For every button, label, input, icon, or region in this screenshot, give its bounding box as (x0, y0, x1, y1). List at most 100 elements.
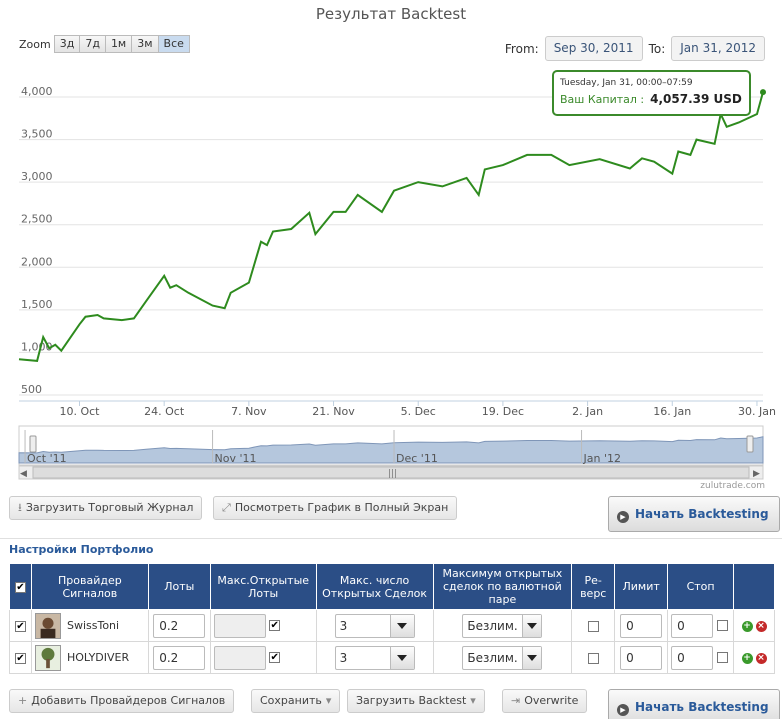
col-max-open-lots: Макс.Открытые Лоты (209, 563, 317, 610)
remove-icon[interactable]: × (755, 652, 767, 664)
navigator-label: Nov '11 (215, 452, 257, 465)
scroll-left-arrow-icon[interactable]: ◀ (20, 469, 27, 479)
avatar (34, 612, 61, 639)
table-row: ✔ SwissToni 0.2 ✔ 3 Безлим. 0 0 + × (9, 609, 775, 642)
portfolio-table: ✔ Провайдер Сигналов Лоты Макс.Открытые … (9, 563, 775, 674)
tooltip-date: Tuesday, Jan 31, 00:00–07:59 (560, 78, 693, 88)
y-tick-label: 3,500 (21, 128, 53, 141)
overwrite-label: Overwrite (524, 694, 579, 707)
col-max-open-trades: Макс. число Открытых Сделок (315, 563, 434, 610)
col-reverse: Ре-верс (571, 563, 616, 610)
navigator-label: Oct '11 (27, 452, 67, 465)
reverse-checkbox[interactable] (587, 652, 599, 664)
navigator-label: Jan '12 (583, 452, 621, 465)
select-all-checkbox[interactable]: ✔ (14, 581, 26, 593)
col-provider: Провайдер Сигналов (30, 563, 149, 610)
row-select-checkbox[interactable]: ✔ (14, 620, 26, 632)
limit-input[interactable]: 0 (620, 645, 663, 670)
start-backtest-label: Начать Backtesting (635, 507, 769, 521)
x-tick-label: 30. Jan (738, 405, 776, 418)
stop-checkbox[interactable] (716, 652, 728, 663)
navigator[interactable]: Oct '11 Nov '11 Dec '11 Jan '12 ◀ ▶ ||| (18, 425, 764, 480)
add-providers-button[interactable]: + Добавить Провайдеров Сигналов (9, 689, 235, 713)
max-per-pair-select[interactable]: Безлим. (462, 613, 543, 638)
x-tick-label: 10. Oct (59, 405, 100, 418)
play-icon: ▶ (617, 704, 629, 716)
to-date-input[interactable]: Jan 31, 2012 (671, 36, 765, 61)
max-trades-value: 3 (339, 650, 348, 665)
table-row: ✔ HOLYDIVER 0.2 ✔ 3 Безлим. 0 0 + × (9, 641, 775, 674)
y-tick-label: 3,000 (21, 170, 53, 183)
equity-series-line (18, 91, 764, 362)
save-button[interactable]: Сохранить ▾ (251, 689, 341, 713)
overwrite-icon: ⇥ (511, 694, 521, 707)
chart-canvas: 500 1,000 1,500 2,000 2,500 3,000 3,500 4,000 1… (18, 85, 776, 480)
tooltip-value: 4,057.39 USD (650, 92, 742, 106)
provider-name[interactable]: SwissToni (66, 619, 120, 632)
max-trades-select[interactable]: 3 (334, 645, 415, 670)
chevron-down-icon: ▾ (470, 694, 476, 707)
load-journal-button[interactable]: ⭳ Загрузить Торговый Журнал (9, 496, 203, 520)
max-open-lots-input[interactable] (213, 613, 266, 638)
col-max-per-pair: Максимум открытых сделок по валютной пар… (432, 563, 573, 610)
max-trades-value: 3 (339, 618, 348, 633)
start-backtest-button-top[interactable]: ▶ Начать Backtesting (608, 496, 780, 532)
scrollbar-thumb[interactable] (32, 466, 750, 479)
stop-input[interactable]: 0 (671, 645, 714, 670)
fullscreen-button[interactable]: ⤢ Посмотреть График в Полный Экран (213, 496, 458, 520)
navigator-right-handle[interactable] (746, 435, 754, 453)
reverse-checkbox[interactable] (587, 620, 599, 632)
x-tick-label: 24. Oct (144, 405, 185, 418)
col-lots: Лоты (147, 563, 211, 610)
load-backtest-button[interactable]: Загрузить Backtest ▾ (347, 689, 485, 713)
provider-name[interactable]: HOLYDIVER (66, 651, 130, 664)
max-open-lots-input[interactable] (213, 645, 266, 670)
chevron-down-icon (527, 654, 538, 661)
row-select-checkbox[interactable]: ✔ (14, 652, 26, 664)
y-tick-label: 1,000 (21, 340, 53, 353)
col-stop: Стоп (667, 563, 735, 610)
zoom-3m-button[interactable]: 3м (131, 35, 159, 53)
navigator-label: Dec '11 (396, 452, 438, 465)
play-icon: ▶ (617, 511, 629, 523)
x-tick-label: 16. Jan (653, 405, 691, 418)
date-range: From: Sep 30, 2011 To: Jan 31, 2012 (499, 36, 765, 61)
max-open-lots-checkbox[interactable]: ✔ (269, 620, 281, 631)
max-trades-select[interactable]: 3 (334, 613, 415, 638)
remove-icon[interactable]: × (755, 620, 767, 632)
table-header-row: ✔ Провайдер Сигналов Лоты Макс.Открытые … (9, 563, 775, 610)
load-backtest-label: Загрузить Backtest (356, 694, 467, 707)
scrollbar-grip-icon: ||| (388, 469, 397, 479)
lots-input[interactable]: 0.2 (153, 645, 206, 670)
max-open-lots-checkbox[interactable]: ✔ (269, 652, 281, 663)
stop-input[interactable]: 0 (671, 613, 714, 638)
add-icon[interactable]: + (741, 652, 753, 664)
x-tick-label: 2. Jan (572, 405, 603, 418)
x-tick-label: 19. Dec (482, 405, 524, 418)
max-per-pair-select[interactable]: Безлим. (462, 645, 543, 670)
from-date-input[interactable]: Sep 30, 2011 (544, 36, 643, 61)
section-divider (0, 538, 782, 539)
chevron-down-icon (397, 654, 408, 661)
select-all-cell[interactable]: ✔ (9, 563, 32, 610)
chart-credits[interactable]: zulutrade.com (700, 481, 765, 491)
chevron-down-icon: ▾ (325, 694, 332, 707)
stop-checkbox[interactable] (716, 620, 728, 631)
chevron-down-icon (397, 622, 408, 629)
lots-input[interactable]: 0.2 (153, 613, 206, 638)
navigator-left-handle[interactable] (29, 435, 37, 453)
scroll-right-arrow-icon[interactable]: ▶ (753, 469, 760, 479)
x-tick-label: 7. Nov (231, 405, 267, 418)
from-label: From: (504, 41, 539, 56)
limit-input[interactable]: 0 (620, 613, 663, 638)
y-tick-label: 1,500 (21, 298, 53, 311)
chevron-down-icon (527, 622, 538, 629)
zoom-all-button[interactable]: Все (157, 35, 190, 53)
add-icon[interactable]: + (741, 620, 753, 632)
fullscreen-label: Посмотреть График в Полный Экран (234, 501, 449, 514)
overwrite-button[interactable]: ⇥ Overwrite (502, 689, 588, 713)
zoom-selector: Zoom 3д 7д 1м 3м Все (19, 35, 190, 53)
y-tick-label: 500 (21, 383, 42, 396)
expand-icon: ⤢ (222, 501, 231, 514)
start-backtest-button-bottom[interactable]: ▶ Начать Backtesting (608, 689, 780, 719)
